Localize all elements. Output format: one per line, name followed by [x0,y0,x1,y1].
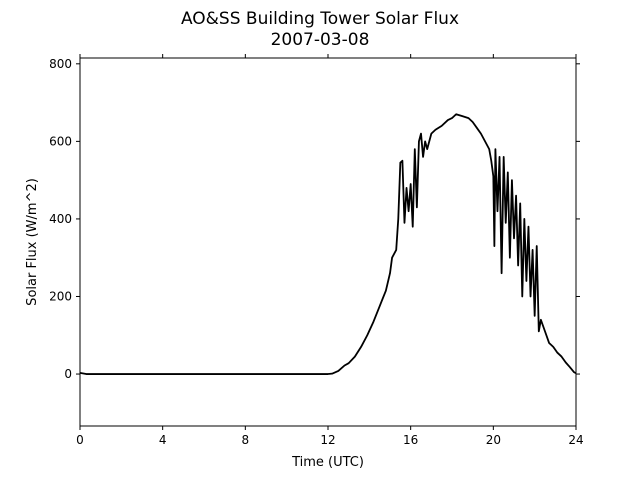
chart-title: AO&SS Building Tower Solar Flux [181,9,459,29]
y-tick-label: 0 [64,367,72,381]
x-tick-label: 12 [320,433,335,447]
y-tick-label: 400 [49,212,72,226]
x-tick-label: 4 [159,433,167,447]
y-tick-label: 800 [49,57,72,71]
x-tick-label: 24 [568,433,583,447]
x-tick-label: 20 [486,433,501,447]
x-tick-label: 16 [403,433,418,447]
line [79,113,577,375]
y-tick-label: 200 [49,289,72,303]
plot-frame [79,57,577,427]
chart-subtitle: 2007-03-08 [271,30,370,50]
y-tick-label: 600 [49,134,72,148]
x-tick-label: 8 [242,433,250,447]
x-axis-label: Time (UTC) [291,455,364,470]
x-tick-label: 0 [76,433,84,447]
y-axis-label: Solar Flux (W/m^2) [25,178,40,306]
